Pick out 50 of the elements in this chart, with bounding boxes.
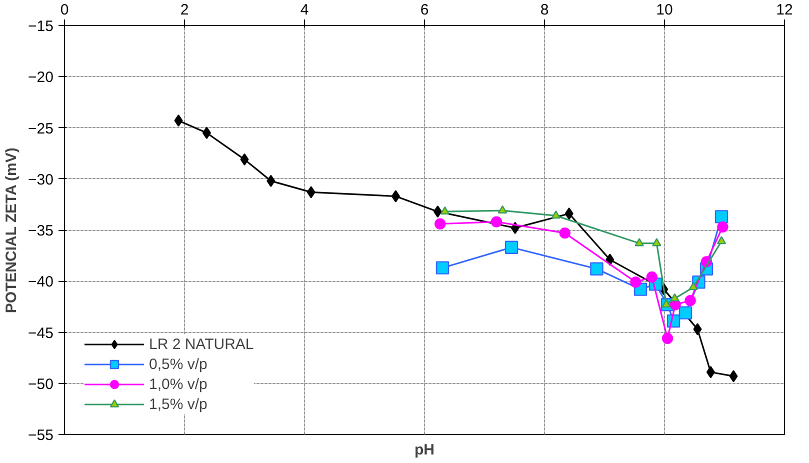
point [434, 218, 446, 230]
y-tick-label: −20 [28, 69, 54, 86]
point [490, 216, 502, 228]
point [551, 210, 560, 219]
point [678, 306, 692, 320]
y-tick-label: −15 [28, 18, 54, 35]
x-tick-label: 6 [420, 2, 429, 18]
x-tick-label: 10 [656, 2, 673, 18]
point [662, 332, 674, 344]
point [504, 240, 518, 254]
x-tick-label: 0 [60, 2, 69, 18]
point [729, 370, 738, 382]
point [440, 206, 450, 215]
x-tick-label: 2 [180, 2, 189, 18]
y-tick-label: −55 [28, 427, 54, 444]
legend-label: LR 2 NATURAL [149, 336, 254, 352]
x-tick-label: 8 [540, 2, 549, 18]
point [684, 294, 696, 306]
y-tick-label: −40 [28, 274, 54, 291]
point [391, 190, 400, 202]
point [717, 221, 728, 233]
point [564, 208, 574, 220]
legend-label: 0,5% v/p [149, 356, 208, 372]
point [646, 271, 658, 283]
legend-label: 1,5% v/p [149, 396, 208, 412]
point [306, 186, 316, 198]
legend-label: 1,0% v/p [149, 376, 208, 392]
y-tick-label: −25 [28, 120, 54, 138]
point [706, 366, 715, 378]
y-tick-label: −50 [28, 376, 54, 393]
y-axis-title: POTENCIAL ZETA (mV) [3, 148, 20, 314]
y-tick-label: −45 [28, 324, 54, 342]
point [630, 276, 642, 288]
point [202, 126, 211, 139]
point [436, 261, 450, 274]
point [693, 323, 702, 336]
x-tick-label: 4 [300, 2, 309, 18]
point [634, 238, 644, 246]
y-tick-label: −35 [28, 222, 54, 240]
point [670, 293, 680, 302]
y-tick-label: −30 [28, 171, 54, 188]
point [652, 238, 662, 246]
point [559, 227, 570, 239]
point [716, 236, 726, 244]
point [590, 262, 604, 276]
point [498, 205, 508, 214]
x-axis-title: pH [414, 442, 434, 458]
x-tick-label: 12 [776, 2, 793, 18]
point [714, 210, 728, 224]
point [688, 282, 698, 290]
